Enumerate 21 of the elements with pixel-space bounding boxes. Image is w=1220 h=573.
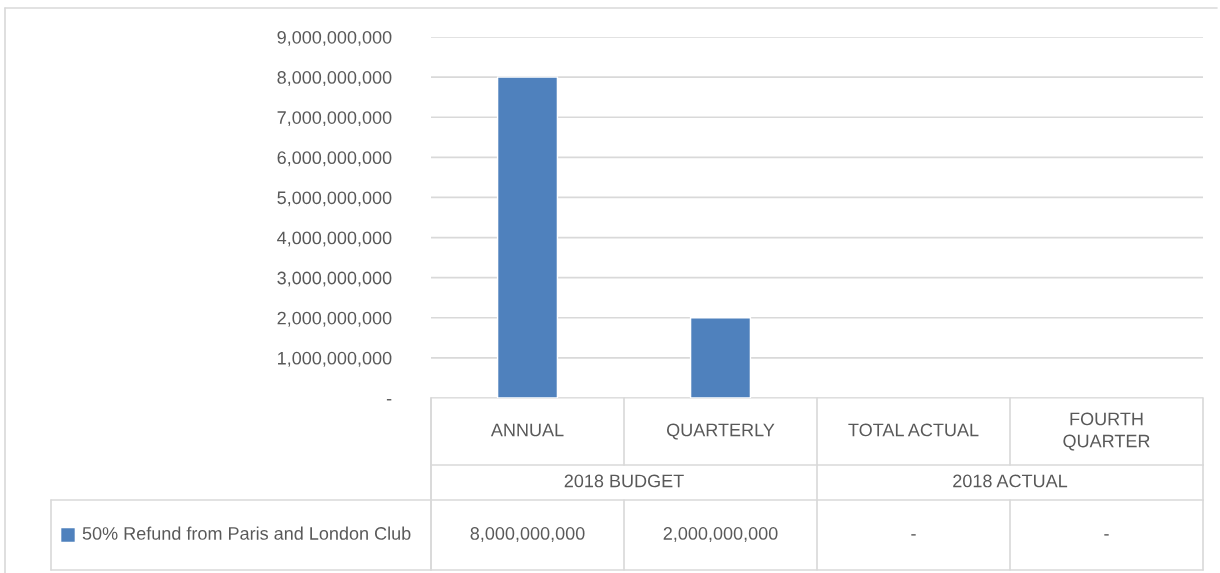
y-tick-label: - (386, 399, 392, 401)
text: - (1104, 534, 1109, 536)
text: - (911, 534, 916, 536)
text: 2018 ACTUAL (953, 474, 1068, 488)
y-tick-label: 1,000,000,000 (278, 351, 392, 367)
x-tick-label: FOURTH QUARTER (1063, 412, 1150, 451)
y-tick-label: 9,000,000,000 (277, 30, 392, 46)
x-tick-label: ANNUAL (490, 423, 564, 437)
legend-label: 50% Refund from Paris and London Club (82, 526, 411, 540)
y-tick-label: 2,000,000,000 (277, 311, 392, 327)
data-label: 2,000,000,000 (663, 527, 778, 542)
text: 2018 BUDGET (564, 474, 684, 488)
y-tick-label: 6,000,000,000 (277, 151, 392, 167)
y-tick-label: 3,000,000,000 (277, 271, 392, 287)
x-tick-label: TOTAL ACTUAL (848, 423, 979, 437)
y-tick-label: 8,000,000,000 (277, 71, 392, 86)
x-tick-label: QUARTERLY (667, 423, 775, 440)
y-tick-label: 5,000,000,000 (277, 191, 392, 207)
y-tick-label: 4,000,000,000 (277, 231, 392, 247)
data-label: 8,000,000,000 (470, 527, 585, 542)
y-tick-label: 7,000,000,000 (277, 111, 392, 127)
